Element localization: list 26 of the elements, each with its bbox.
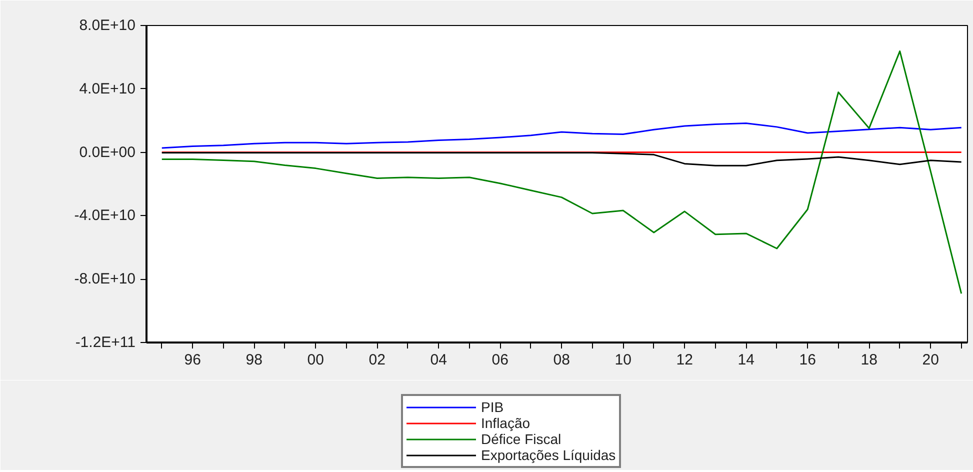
x-tick-label: 12: [676, 352, 693, 368]
x-tick-label: 02: [368, 352, 386, 368]
legend-label: Exportações Líquidas: [481, 447, 616, 463]
y-tick-label: 8.0E+10: [79, 17, 136, 34]
x-tick-label: 08: [553, 352, 570, 368]
x-tick-label: 10: [614, 352, 632, 368]
y-tick-label: -1.2E+11: [75, 334, 136, 351]
line-series: [161, 50, 962, 294]
y-tick-label: 0.0E+00: [79, 144, 136, 161]
line-series: [161, 152, 962, 166]
y-tick-label: 4.0E+10: [79, 80, 136, 98]
x-tick-label: 04: [430, 352, 447, 368]
y-tick-label: -4.0E+10: [74, 207, 136, 224]
x-tick-label: 00: [307, 352, 324, 368]
x-tick-label: 98: [246, 352, 262, 368]
x-tick-label: 96: [184, 352, 201, 368]
legend-label: Défice Fiscal: [481, 431, 562, 447]
y-tick-label: -8.0E+10: [74, 270, 136, 288]
x-tick-label: 18: [860, 352, 878, 368]
legend-label: Inflação: [481, 415, 530, 431]
x-tick-label: 20: [922, 352, 939, 368]
x-tick-label: 14: [738, 352, 754, 368]
x-tick-label: 16: [799, 352, 816, 368]
legend-label: PIB: [481, 399, 504, 415]
line-series: [161, 122, 962, 149]
x-tick-label: 06: [492, 352, 508, 368]
